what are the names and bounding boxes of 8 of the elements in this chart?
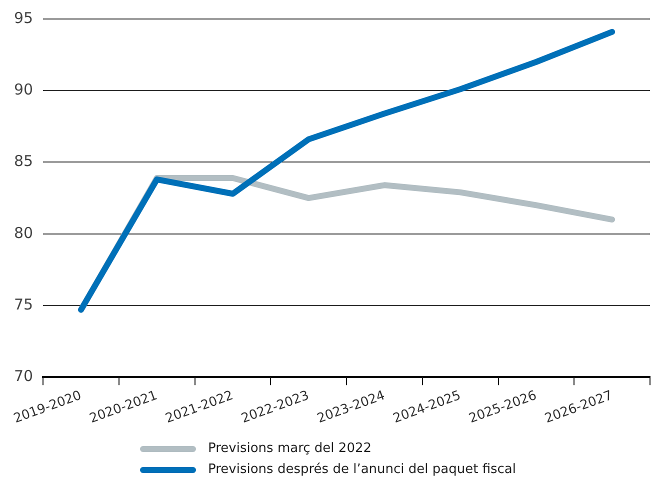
- y-tick-label: 70: [14, 366, 34, 385]
- y-tick-label: 95: [14, 8, 34, 27]
- y-tick-label: 75: [14, 295, 34, 314]
- y-tick-label: 80: [14, 224, 34, 242]
- y-tick-label: 85: [14, 152, 34, 170]
- legend-label: Previsions després de l’anunci del paquet fiscal: [208, 462, 516, 477]
- y-tick-label: 90: [14, 80, 34, 99]
- legend-label: Previsions març del 2022: [208, 441, 372, 456]
